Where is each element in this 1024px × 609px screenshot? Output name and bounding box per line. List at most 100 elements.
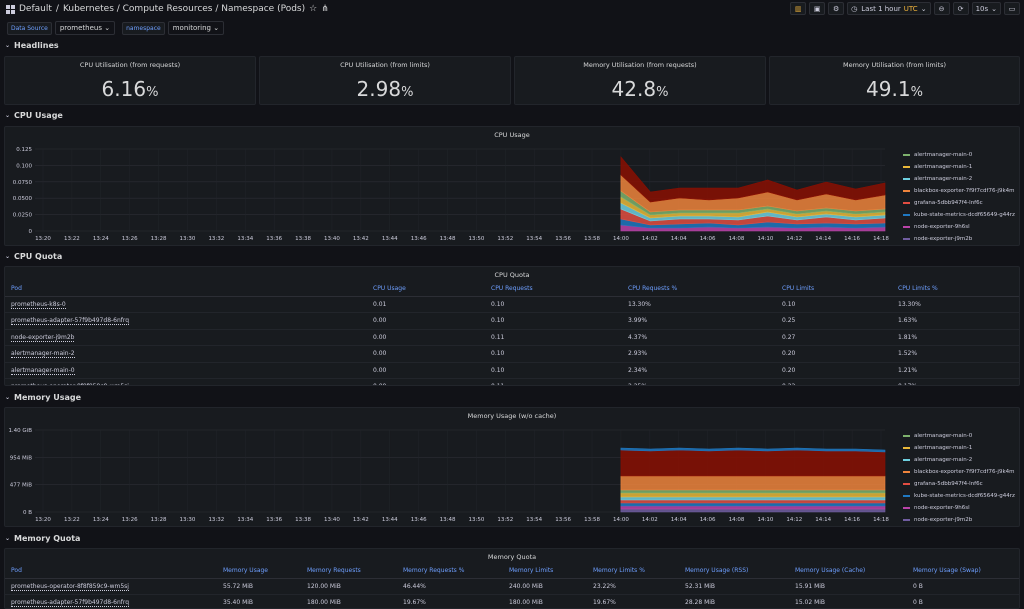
legend-item[interactable]: alertmanager-main-2 (903, 173, 1015, 185)
x-tick-label: 14:10 (757, 517, 773, 523)
pod-link[interactable]: prometheus-operator-8f8f859c9-wm5sj (11, 383, 129, 385)
dashboard-title[interactable]: Kubernetes / Compute Resources / Namespa… (62, 4, 306, 14)
save-button[interactable]: ▣ (809, 2, 826, 15)
x-tick-label: 13:38 (295, 236, 311, 242)
legend-item[interactable]: alertmanager-main-0 (903, 149, 1015, 161)
series-area[interactable] (620, 496, 886, 501)
cpu-quota-table: Pod CPU Usage CPU Requests CPU Requests % CP… (5, 282, 1019, 385)
dashboards-icon[interactable] (6, 4, 15, 14)
stat-panel-cpu-limits: CPU Utilisation (from limits) 2.98% (259, 56, 511, 105)
pod-link[interactable]: alertmanager-main-2 (11, 350, 75, 359)
row-cpu-usage[interactable]: ⌄ CPU Usage (0, 108, 68, 122)
row-memory-usage[interactable]: ⌄ Memory Usage (0, 390, 86, 404)
tv-mode-button[interactable]: ▭ (1004, 2, 1020, 15)
legend-item[interactable]: alertmanager-main-0 (903, 430, 1015, 442)
series-area[interactable] (620, 492, 886, 498)
legend-swatch (903, 226, 910, 228)
x-tick-label: 14:18 (873, 236, 889, 242)
legend-item[interactable]: alertmanager-main-1 (903, 161, 1015, 173)
x-tick-label: 13:34 (237, 517, 253, 523)
legend-swatch (903, 154, 910, 156)
column-header[interactable]: Pod (5, 564, 217, 579)
stat-value: 6.16% (5, 77, 255, 101)
column-header[interactable]: Memory Usage (Swap) (907, 564, 1019, 579)
pod-link[interactable]: prometheus-k8s-0 (11, 300, 66, 309)
x-tick-label: 14:14 (815, 517, 831, 523)
refresh-interval-picker[interactable]: 10s ⌄ (971, 2, 1001, 15)
x-tick-label: 13:50 (469, 517, 485, 523)
settings-button[interactable]: ⚙ (828, 2, 845, 15)
legend-item[interactable]: blackbox-exporter-7f9f7cdf76-j9k4m (903, 466, 1015, 478)
refresh-button[interactable]: ⟳ (952, 2, 969, 15)
star-icon[interactable]: ☆ (309, 4, 318, 14)
series-area[interactable] (620, 475, 886, 491)
legend-item[interactable]: blackbox-exporter-7f9f7cdf76-j9k4m (903, 185, 1015, 197)
x-tick-label: 14:04 (671, 236, 687, 242)
series-area[interactable] (620, 508, 886, 513)
column-header[interactable]: Memory Limits % (587, 564, 679, 579)
column-header[interactable]: Memory Requests (301, 564, 397, 579)
legend-label: alertmanager-main-1 (914, 445, 973, 451)
legend-item[interactable]: node-exporter-j9m2b (903, 514, 1015, 526)
time-picker[interactable]: ◷ Last 1 hour UTC ⌄ (847, 2, 931, 15)
variable-select-datasource[interactable]: prometheus ⌄ (54, 21, 116, 35)
series-area[interactable] (620, 499, 886, 504)
series-area[interactable] (620, 156, 886, 203)
zoom-out-button[interactable]: ⊖ (933, 2, 950, 15)
legend-label: alertmanager-main-2 (914, 176, 973, 182)
legend-item[interactable]: kube-state-metrics-dcdf65649-g44rz (903, 209, 1015, 221)
legend-item[interactable]: node-exporter-9h6sl (903, 221, 1015, 233)
cpu-usage-chart[interactable]: 0.125 0.100 0.0750 0.0500 0.0250 013:20 13:22 1… (5, 141, 900, 246)
column-header[interactable]: CPU Requests (485, 282, 622, 297)
share-icon[interactable]: ⋔ (321, 4, 329, 14)
pod-link[interactable]: prometheus-adapter-57f9b497d8-6nfrq (11, 317, 130, 326)
row-cpu-quota[interactable]: ⌄ CPU Quota (0, 249, 67, 263)
legend-label: blackbox-exporter-7f9f7cdf76-j9k4m (914, 469, 1015, 475)
column-header[interactable]: Memory Limits (503, 564, 587, 579)
breadcrumb-folder[interactable]: Default (19, 4, 52, 14)
legend-item[interactable]: grafana-5dbb947f4-lnf6c (903, 197, 1015, 209)
row-memory-quota[interactable]: ⌄ Memory Quota (0, 531, 85, 545)
pod-link[interactable]: prometheus-operator-8f8f859c9-wm5sj (11, 582, 129, 591)
column-header[interactable]: CPU Limits (776, 282, 892, 297)
series-area[interactable] (620, 489, 886, 494)
table-cell: 0.20 (776, 345, 892, 363)
stat-value: 49.1% (770, 77, 1019, 101)
x-tick-label: 14:08 (729, 517, 745, 523)
pod-link[interactable]: prometheus-adapter-57f9b497d8-6nfrq (11, 599, 130, 608)
legend-item[interactable]: grafana-5dbb947f4-lnf6c (903, 478, 1015, 490)
clock-icon: ◷ (851, 4, 858, 13)
legend-item[interactable]: kube-state-metrics-dcdf65649-g44rz (903, 490, 1015, 502)
row-headlines[interactable]: ⌄ Headlines (0, 38, 64, 52)
legend-item[interactable]: node-exporter-9h6sl (903, 502, 1015, 514)
table-cell: 180.00 MiB (503, 594, 587, 608)
panel-title: Memory Usage (w/o cache) (467, 412, 557, 420)
series-area[interactable] (620, 502, 886, 507)
column-header[interactable]: Memory Usage (RSS) (679, 564, 789, 579)
add-panel-button[interactable]: ▥ (790, 2, 807, 15)
column-header[interactable]: Memory Usage (217, 564, 301, 579)
column-header[interactable]: Pod (5, 282, 367, 297)
variable-select-namespace[interactable]: monitoring ⌄ (167, 21, 225, 35)
pod-link[interactable]: alertmanager-main-0 (11, 366, 75, 375)
legend-label: alertmanager-main-2 (914, 457, 973, 463)
legend-item[interactable]: alertmanager-main-1 (903, 442, 1015, 454)
row-title: Headlines (14, 40, 59, 50)
table-cell: 13.30% (892, 296, 1019, 313)
column-header[interactable]: CPU Usage (367, 282, 485, 297)
pod-link[interactable]: node-exporter-j9m2b (11, 333, 75, 342)
series-area[interactable] (620, 447, 886, 453)
x-tick-label: 13:36 (266, 236, 282, 242)
legend-item[interactable]: alertmanager-main-2 (903, 454, 1015, 466)
legend-item[interactable]: node-exporter-j9m2b (903, 233, 1015, 245)
column-header[interactable]: CPU Limits % (892, 282, 1019, 297)
x-tick-label: 14:04 (671, 517, 687, 523)
x-tick-label: 13:22 (64, 517, 80, 523)
series-area[interactable] (620, 449, 886, 477)
column-header[interactable]: Memory Requests % (397, 564, 503, 579)
column-header[interactable]: CPU Requests % (622, 282, 776, 297)
memory-usage-chart[interactable]: 1.40 GiB 954 MiB 477 MiB 0 B13:20 13:22 13:24… (5, 422, 900, 527)
column-header[interactable]: Memory Usage (Cache) (789, 564, 907, 579)
series-area[interactable] (620, 505, 886, 510)
chevron-down-icon: ⌄ (213, 24, 220, 32)
